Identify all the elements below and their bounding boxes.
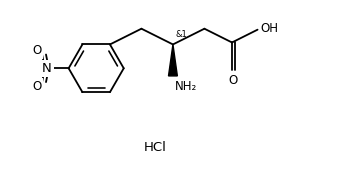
Text: O: O: [228, 74, 238, 87]
Text: NH₂: NH₂: [175, 80, 197, 93]
Text: O: O: [32, 44, 42, 57]
Text: HCl: HCl: [144, 140, 167, 153]
Text: O: O: [32, 80, 42, 93]
Text: N: N: [42, 62, 52, 75]
Text: &1: &1: [176, 30, 188, 39]
Text: OH: OH: [261, 22, 279, 35]
Polygon shape: [169, 44, 177, 76]
